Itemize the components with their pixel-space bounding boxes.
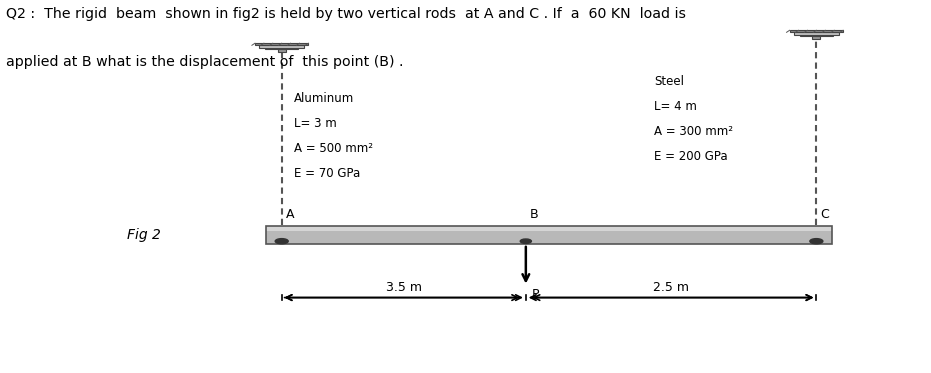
Circle shape bbox=[276, 239, 289, 244]
Text: Steel: Steel bbox=[654, 75, 684, 88]
Bar bbox=[794, 32, 839, 35]
Bar bbox=[266, 226, 832, 244]
Text: Q2 :  The rigid  beam  shown in fig2 is held by two vertical rods  at A and C . : Q2 : The rigid beam shown in fig2 is hel… bbox=[6, 7, 686, 21]
Bar bbox=[260, 45, 304, 47]
Text: A = 300 mm²: A = 300 mm² bbox=[654, 125, 733, 138]
Bar bbox=[813, 35, 820, 39]
Bar bbox=[266, 231, 832, 244]
Text: Aluminum: Aluminum bbox=[294, 92, 354, 105]
Bar bbox=[255, 43, 308, 45]
Text: 3.5 m: 3.5 m bbox=[385, 281, 422, 294]
Bar bbox=[277, 48, 286, 52]
Bar bbox=[266, 226, 832, 231]
Text: A: A bbox=[286, 207, 294, 220]
Bar bbox=[265, 47, 299, 49]
Circle shape bbox=[520, 239, 532, 244]
Text: 2.5 m: 2.5 m bbox=[654, 281, 689, 294]
Bar bbox=[800, 35, 833, 37]
Text: E = 200 GPa: E = 200 GPa bbox=[654, 150, 727, 163]
Circle shape bbox=[810, 239, 823, 244]
Text: B: B bbox=[530, 207, 538, 220]
Bar bbox=[789, 30, 843, 32]
Text: C: C bbox=[820, 207, 829, 220]
Text: Fig 2: Fig 2 bbox=[127, 228, 160, 242]
Text: applied at B what is the displacement of  this point (B) .: applied at B what is the displacement of… bbox=[6, 55, 403, 69]
Text: E = 70 GPa: E = 70 GPa bbox=[294, 167, 360, 180]
Text: L= 4 m: L= 4 m bbox=[654, 100, 696, 113]
Text: A = 500 mm²: A = 500 mm² bbox=[294, 142, 372, 155]
Text: L= 3 m: L= 3 m bbox=[294, 117, 336, 130]
Text: P: P bbox=[532, 288, 539, 301]
